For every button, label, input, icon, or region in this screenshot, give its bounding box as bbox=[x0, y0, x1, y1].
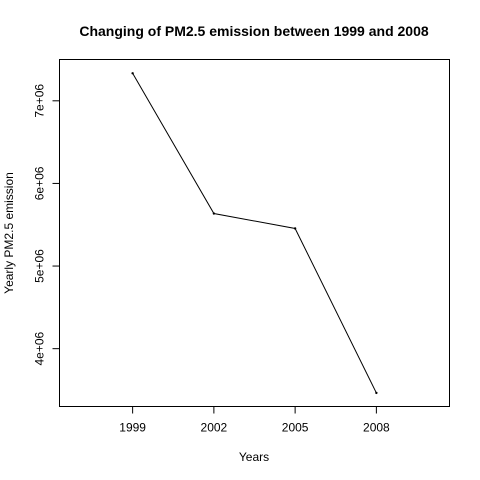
x-axis-label: Years bbox=[239, 450, 269, 464]
data-point bbox=[293, 227, 297, 230]
x-axis: 1999 2002 2005 2008 bbox=[119, 406, 390, 435]
y-axis: 4e+06 5e+06 6e+06 7e+06 bbox=[33, 84, 60, 366]
series-line bbox=[132, 73, 377, 394]
y-axis-label: Yearly PM2.5 emission bbox=[2, 172, 16, 294]
y-tick-label: 4e+06 bbox=[33, 331, 47, 365]
series bbox=[131, 72, 378, 395]
x-tick-label: 2008 bbox=[363, 421, 390, 435]
chart-title: Changing of PM2.5 emission between 1999 … bbox=[79, 23, 429, 39]
y-tick-label: 5e+06 bbox=[33, 249, 47, 283]
y-tick-label: 6e+06 bbox=[33, 166, 47, 200]
x-tick-label: 2005 bbox=[282, 421, 309, 435]
x-tick-label: 1999 bbox=[119, 421, 146, 435]
data-point bbox=[131, 72, 134, 75]
data-point bbox=[212, 212, 216, 215]
plot-area-frame bbox=[59, 59, 450, 407]
y-tick-label: 7e+06 bbox=[33, 84, 47, 118]
data-point bbox=[375, 391, 378, 395]
x-tick-label: 2002 bbox=[201, 421, 228, 435]
